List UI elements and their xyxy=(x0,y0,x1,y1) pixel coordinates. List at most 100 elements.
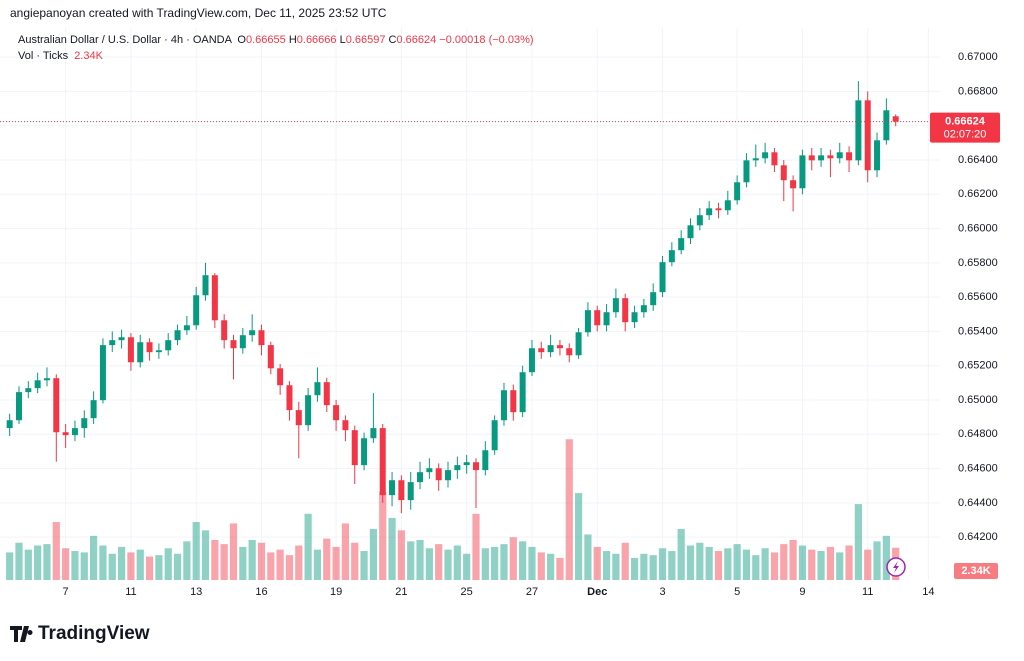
volume-bar xyxy=(15,542,23,580)
candle-body xyxy=(351,430,358,466)
candle-body xyxy=(211,275,218,321)
volume-bar xyxy=(528,546,536,580)
candle-body xyxy=(342,420,349,431)
volume-bar xyxy=(145,556,154,580)
candle-body xyxy=(734,182,741,201)
candle-body xyxy=(808,155,815,161)
volume-bar xyxy=(24,549,32,580)
candle-body xyxy=(556,345,563,349)
brand-logo: TradingView xyxy=(10,623,150,644)
candle-body xyxy=(706,208,713,216)
ohlc-value: 0.66655 xyxy=(246,34,286,46)
volume-bar xyxy=(239,546,247,580)
volume-bar xyxy=(845,545,853,580)
volume-last-box xyxy=(954,563,998,579)
candle-body xyxy=(34,380,41,389)
candle-body xyxy=(547,345,554,353)
candle-body xyxy=(305,395,312,426)
volume-bar xyxy=(313,549,322,580)
candle-body xyxy=(295,410,302,426)
candle-body xyxy=(883,110,890,141)
candle-body xyxy=(631,312,638,323)
volume-bar xyxy=(397,530,405,580)
y-tick-label: 0.67000 xyxy=(958,51,998,63)
last-price-label: 0.66624 xyxy=(945,116,986,128)
volume-bar xyxy=(686,545,695,580)
volume-bar xyxy=(304,513,312,580)
volume-bar xyxy=(742,549,751,580)
volume-bar xyxy=(248,539,256,580)
volume-last: 2.34K xyxy=(74,50,103,62)
volume-bar xyxy=(407,541,415,580)
candle-body xyxy=(491,420,498,451)
symbol-title: Australian Dollar / U.S. Dollar · 4h · O… xyxy=(18,34,233,46)
candle-body xyxy=(323,382,330,406)
volume-bar xyxy=(43,544,51,580)
candle-body xyxy=(892,116,899,122)
volume-bar xyxy=(714,551,723,580)
candle-body xyxy=(239,335,246,349)
volume-bar xyxy=(593,546,601,580)
candle-body xyxy=(417,472,424,483)
volume-bar xyxy=(826,546,835,580)
volume-bar xyxy=(276,549,284,580)
candle-body xyxy=(407,482,414,501)
volume-bar xyxy=(500,544,508,580)
volume-bar xyxy=(453,545,461,580)
volume-bar xyxy=(491,546,499,580)
volume-bar xyxy=(584,534,592,580)
volume-bar xyxy=(257,542,266,580)
volume-bar xyxy=(882,535,890,580)
volume-bar xyxy=(481,548,489,580)
replay-icon[interactable] xyxy=(886,557,906,577)
candle-body xyxy=(137,342,144,363)
x-tick-label: 5 xyxy=(734,586,740,598)
candle-body xyxy=(146,342,153,353)
x-tick-label: 27 xyxy=(526,586,538,598)
candle-body xyxy=(482,450,489,471)
volume-bar xyxy=(509,537,517,580)
candle-body xyxy=(15,392,22,421)
y-tick-label: 0.65000 xyxy=(958,394,998,406)
candle-body xyxy=(519,372,526,413)
volume-bar xyxy=(388,517,396,580)
candle-body xyxy=(855,100,862,161)
candle-body xyxy=(724,200,731,211)
candle-body xyxy=(668,250,675,263)
ohlc-label: H xyxy=(289,34,297,46)
candle-body xyxy=(463,462,470,466)
volume-bar xyxy=(696,542,704,580)
volume-bar xyxy=(640,553,648,580)
icon-bolt[interactable] xyxy=(893,561,899,573)
candle-body xyxy=(202,275,209,296)
volume-bar xyxy=(574,493,583,580)
volume-bar xyxy=(649,555,657,580)
volume-bar xyxy=(416,539,424,580)
candle-body xyxy=(398,480,405,501)
y-tick-label: 0.64200 xyxy=(958,531,998,543)
candle-body xyxy=(370,428,377,439)
y-tick-label: 0.65200 xyxy=(958,360,998,372)
candle-body xyxy=(43,378,50,381)
volume-bar xyxy=(677,528,685,580)
volume-bar xyxy=(733,544,741,580)
x-tick-label: 11 xyxy=(125,586,136,598)
x-tick-label: Dec xyxy=(587,586,607,598)
candle-body xyxy=(165,340,172,351)
candle-body xyxy=(258,330,265,346)
volume-bar xyxy=(323,538,331,580)
volume-bar xyxy=(472,513,480,580)
candle-body xyxy=(528,348,535,373)
volume-bar xyxy=(136,549,144,580)
volume-bar xyxy=(332,546,340,580)
candle-body xyxy=(267,345,274,369)
volume-bar xyxy=(183,541,191,580)
candle-body xyxy=(874,140,881,171)
candle-body xyxy=(790,180,797,189)
candle-body xyxy=(827,155,834,159)
volume-bar xyxy=(155,555,163,580)
volume-bar xyxy=(864,549,872,580)
candle-body xyxy=(389,480,396,496)
